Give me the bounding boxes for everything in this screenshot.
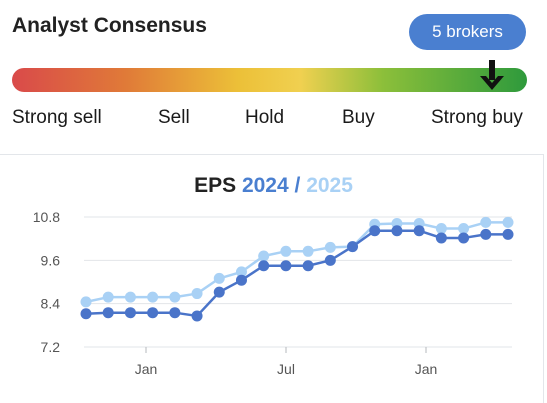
analyst-consensus-panel: Analyst Consensus 5 brokers Strong sell …: [0, 0, 547, 154]
series-2024-point: [302, 260, 314, 272]
series-2025-point: [324, 241, 336, 253]
series-2025-point: [480, 216, 492, 228]
level-buy: Buy: [342, 107, 375, 128]
series-2024-point: [480, 228, 492, 240]
series-2024-point: [213, 286, 225, 298]
series-2025-point: [169, 291, 181, 303]
chart-title-main: EPS: [194, 174, 242, 197]
y-tick-label: 7.2: [41, 339, 61, 355]
series-2024-point: [102, 307, 114, 319]
level-strong-sell: Strong sell: [12, 107, 102, 128]
chart-title-year-2024[interactable]: 2024: [241, 174, 289, 197]
series-2025-point: [280, 245, 292, 257]
series-2025-point: [147, 291, 159, 303]
level-sell: Sell: [158, 107, 190, 128]
series-2024-point: [235, 274, 247, 286]
series-2024-point: [80, 308, 92, 320]
series-2024-point: [169, 307, 181, 319]
y-tick-label: 10.8: [33, 209, 60, 225]
chart-title-separator: /: [288, 174, 307, 197]
x-tick-label: Jul: [277, 361, 295, 377]
series-2025-point: [502, 216, 514, 228]
x-tick-label: Jan: [135, 361, 158, 377]
series-2024-point: [324, 254, 336, 266]
chart-title-year-2025[interactable]: 2025: [306, 174, 353, 197]
series-2025-point: [213, 272, 225, 284]
eps-chart-card: [0, 154, 544, 403]
series-2025-point: [191, 288, 203, 300]
series-2024-point: [413, 225, 425, 237]
series-2024-point: [369, 225, 381, 237]
series-2025-point: [258, 250, 270, 262]
series-2024-point: [347, 241, 359, 253]
series-2024-point: [435, 232, 447, 244]
series-2025-point: [80, 296, 92, 308]
y-tick-label: 8.4: [41, 296, 61, 312]
series-2024-point: [502, 228, 514, 240]
y-tick-label: 9.6: [41, 252, 61, 268]
consensus-levels: Strong sell Sell Hold Buy Strong buy: [0, 107, 547, 133]
consensus-title: Analyst Consensus: [12, 14, 207, 37]
level-hold: Hold: [245, 107, 285, 128]
series-2024-point: [124, 307, 136, 319]
series-2024-point: [391, 225, 403, 237]
series-2025-point: [435, 223, 447, 235]
arrow-down-icon: [480, 60, 504, 90]
series-2025-point: [235, 266, 247, 278]
series-2024-point: [147, 307, 159, 319]
level-strong-buy: Strong buy: [431, 107, 523, 128]
series-2025-point: [458, 223, 470, 235]
series-2024-point: [280, 260, 292, 272]
series-2025-point: [302, 245, 314, 257]
series-2025-point: [124, 291, 136, 303]
consensus-gradient-bar: [12, 68, 527, 92]
x-tick-label: Jan: [415, 361, 438, 377]
series-2024-line: [85, 229, 508, 318]
series-2024-point: [258, 260, 270, 272]
series-2024-point: [191, 310, 203, 322]
brokers-count-button[interactable]: 5 brokers: [409, 14, 526, 50]
series-2025-point: [102, 291, 114, 303]
series-2024-point: [458, 232, 470, 244]
eps-chart-title: EPS 2024 / 2025: [0, 174, 547, 198]
